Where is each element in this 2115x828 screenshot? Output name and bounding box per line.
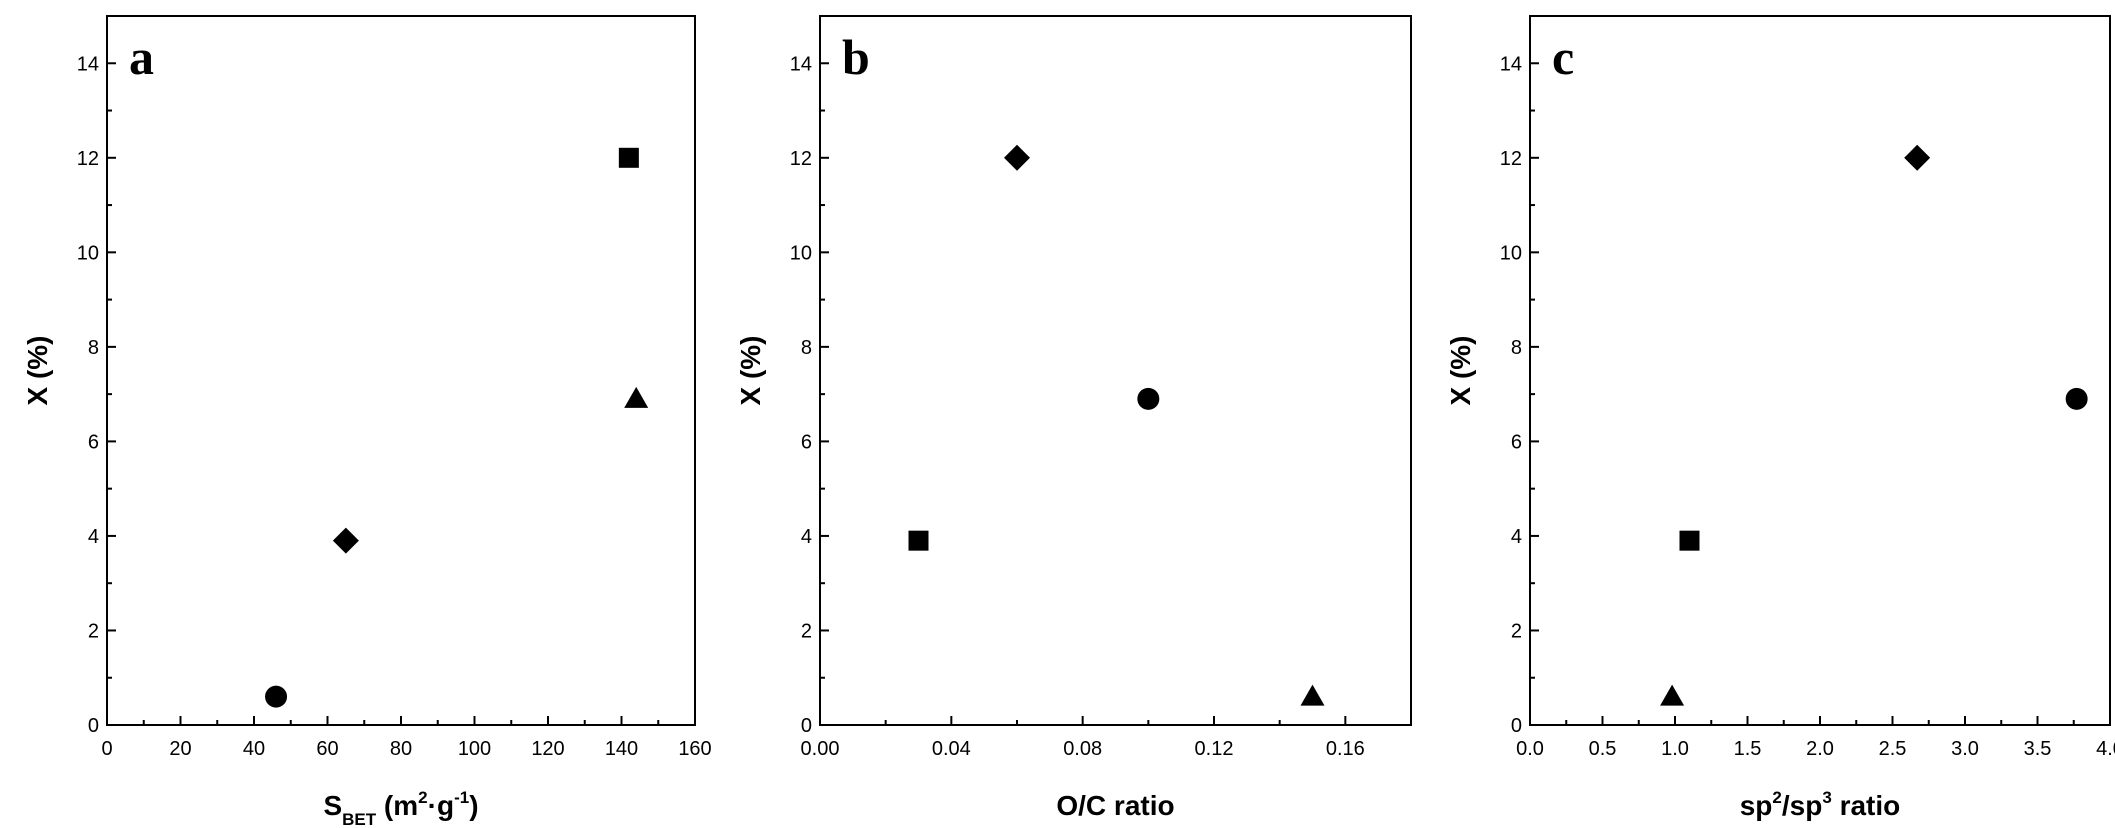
panel-label: c bbox=[1552, 29, 1574, 85]
x-tick-label: 0.5 bbox=[1589, 738, 1617, 760]
y-tick-label: 10 bbox=[1500, 242, 1522, 264]
x-tick-label: 0.00 bbox=[801, 738, 840, 760]
data-point-diamond bbox=[1904, 144, 1931, 171]
x-tick-label: 4.0 bbox=[2096, 738, 2115, 760]
plot-frame bbox=[1529, 15, 2111, 726]
y-tick-label: 10 bbox=[77, 242, 99, 264]
x-axis-title-mid: /sp bbox=[1782, 790, 1822, 821]
x-axis-title-sub: BET bbox=[342, 810, 377, 828]
x-tick-label: 0.0 bbox=[1516, 738, 1544, 760]
x-tick-label: 2.5 bbox=[1879, 738, 1907, 760]
y-tick-label: 2 bbox=[88, 620, 99, 642]
x-axis-title: O/C ratio bbox=[1056, 790, 1174, 821]
x-tick-label: 2.0 bbox=[1806, 738, 1834, 760]
data-point-square bbox=[908, 530, 929, 551]
x-tick-label: 80 bbox=[390, 738, 412, 760]
y-tick-label: 8 bbox=[88, 337, 99, 359]
x-tick-label: 160 bbox=[678, 738, 711, 760]
x-tick-label: 20 bbox=[169, 738, 191, 760]
panel-b: 0.00 0.04 0.08 0.12 0.16 0 2 4 6 8 10 12 14 X (%) O/C … bbox=[735, 15, 1412, 821]
data-point-triangle bbox=[1660, 684, 1685, 706]
data-point-circle bbox=[265, 685, 288, 708]
x-tick-label: 1.5 bbox=[1734, 738, 1762, 760]
panel-a: 0 20 40 60 80 100 120 140 160 0 2 4 6 8 10 12 14 X (%) SBE… bbox=[22, 15, 712, 828]
y-tick-label: 4 bbox=[801, 526, 812, 548]
y-tick-label: 14 bbox=[790, 53, 812, 75]
plot-frame bbox=[819, 15, 1412, 726]
panel-c: 0.0 0.5 1.0 1.5 2.0 2.5 3.0 3.5 4.0 0 2 4 6 8 10 12 14 X … bbox=[1445, 15, 2115, 821]
x-axis-title-base: S bbox=[323, 790, 342, 821]
x-axis-title-base: sp bbox=[1740, 790, 1773, 821]
x-tick-label: 60 bbox=[316, 738, 338, 760]
x-axis-title-sup1: 2 bbox=[418, 788, 427, 807]
y-tick-label: 12 bbox=[790, 148, 812, 170]
data-point-diamond bbox=[332, 527, 359, 554]
data-point-triangle bbox=[1300, 684, 1325, 706]
x-tick-label: 0 bbox=[101, 738, 112, 760]
y-tick-label: 6 bbox=[88, 431, 99, 453]
y-tick-label: 14 bbox=[1500, 53, 1522, 75]
plot-frame bbox=[106, 15, 696, 726]
y-tick-label: 4 bbox=[88, 526, 99, 548]
x-tick-label: 140 bbox=[605, 738, 638, 760]
x-tick-label: 0.04 bbox=[932, 738, 971, 760]
y-tick-label: 0 bbox=[1511, 715, 1522, 737]
y-tick-label: 8 bbox=[1511, 337, 1522, 359]
x-axis-title: SBET (m2·g-1) bbox=[323, 788, 478, 828]
x-axis-title-end: ) bbox=[469, 790, 478, 821]
data-point-square bbox=[618, 147, 639, 168]
y-axis-title: X (%) bbox=[22, 336, 53, 406]
y-axis-title: X (%) bbox=[735, 336, 766, 406]
x-axis-title-sup1: 2 bbox=[1772, 788, 1781, 807]
y-tick-label: 2 bbox=[801, 620, 812, 642]
x-tick-label: 0.12 bbox=[1195, 738, 1234, 760]
y-tick-label: 12 bbox=[77, 148, 99, 170]
x-tick-label: 3.0 bbox=[1951, 738, 1979, 760]
x-tick-label: 0.08 bbox=[1063, 738, 1102, 760]
panel-label: b bbox=[842, 29, 870, 85]
y-tick-label: 10 bbox=[790, 242, 812, 264]
panel-label: a bbox=[129, 29, 154, 85]
y-axis-title: X (%) bbox=[1445, 336, 1476, 406]
x-tick-label: 0.16 bbox=[1326, 738, 1365, 760]
x-axis-title-mid: ·g bbox=[428, 790, 454, 821]
y-tick-label: 0 bbox=[88, 715, 99, 737]
x-tick-label: 1.0 bbox=[1661, 738, 1689, 760]
y-tick-label: 8 bbox=[801, 337, 812, 359]
y-tick-label: 6 bbox=[801, 431, 812, 453]
data-point-diamond bbox=[1004, 144, 1030, 171]
y-tick-label: 4 bbox=[1511, 526, 1522, 548]
x-axis-title: sp2/sp3 ratio bbox=[1740, 788, 1901, 821]
data-point-circle bbox=[2065, 387, 2088, 410]
data-point-circle bbox=[1137, 387, 1160, 410]
y-tick-label: 2 bbox=[1511, 620, 1522, 642]
y-tick-label: 0 bbox=[801, 715, 812, 737]
y-tick-label: 14 bbox=[77, 53, 99, 75]
x-axis-title-text: O/C ratio bbox=[1056, 790, 1174, 821]
data-point-triangle bbox=[624, 386, 649, 408]
x-tick-label: 3.5 bbox=[2024, 738, 2052, 760]
x-axis-title-end: ratio bbox=[1832, 790, 1900, 821]
x-tick-label: 100 bbox=[458, 738, 491, 760]
x-tick-label: 120 bbox=[531, 738, 564, 760]
x-axis-title-sup2: -1 bbox=[454, 788, 469, 807]
x-axis-title-rest: (m bbox=[376, 790, 418, 821]
y-tick-label: 12 bbox=[1500, 148, 1522, 170]
x-tick-label: 40 bbox=[243, 738, 265, 760]
data-point-square bbox=[1679, 530, 1700, 551]
x-axis-title-sup2: 3 bbox=[1822, 788, 1831, 807]
y-tick-label: 6 bbox=[1511, 431, 1522, 453]
